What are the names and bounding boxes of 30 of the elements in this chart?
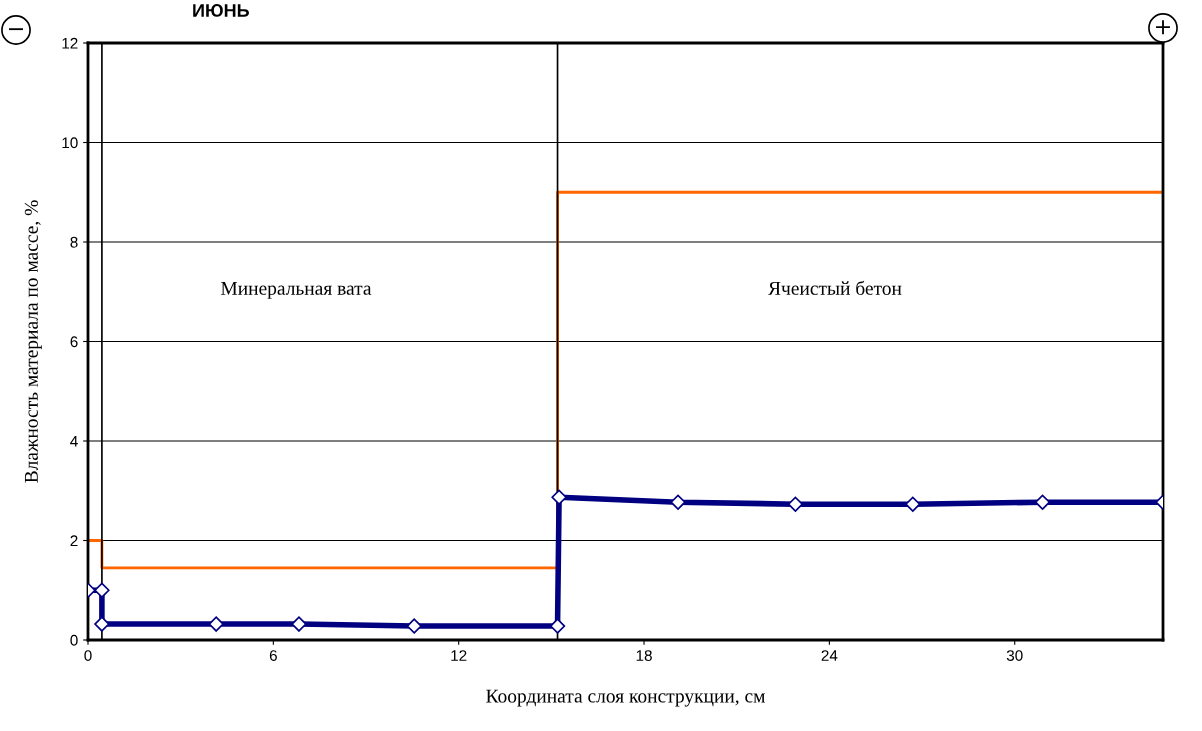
annotation: Минеральная вата (221, 281, 372, 299)
point (94, 616, 110, 632)
text: + (1156, 20, 1170, 35)
point (291, 616, 307, 632)
x-tick-label: 24 (821, 650, 838, 661)
y-tick-label: 10 (62, 137, 78, 149)
y-tick-label: 8 (70, 236, 78, 248)
point (549, 618, 566, 634)
point (406, 618, 422, 634)
annotation: Ячеистый бетон (768, 280, 902, 295)
point (670, 494, 686, 510)
y-tick-label: 12 (62, 37, 78, 49)
y-tick-label: 2 (70, 535, 78, 547)
y-tick-label: 0 (70, 634, 78, 646)
x-tick-label: 6 (269, 650, 277, 661)
x-tick-label: 0 (84, 650, 92, 661)
chart-title: ИЮНЬ (193, 4, 249, 17)
y-tick-label: 4 (70, 436, 78, 447)
x-tick-label: 18 (636, 650, 652, 661)
point (905, 496, 921, 512)
x-tick-label: 30 (1006, 650, 1023, 661)
text: − (9, 28, 23, 31)
y-axis-title: Влажность материала по массе, % (24, 200, 42, 483)
y-tick-label: 6 (70, 336, 78, 348)
point (94, 582, 110, 598)
point (1034, 494, 1051, 510)
x-axis-title: Координата слоя конструкции, см (486, 689, 765, 707)
point (551, 489, 567, 505)
x-tick-label: 12 (451, 650, 467, 661)
point (208, 616, 224, 632)
